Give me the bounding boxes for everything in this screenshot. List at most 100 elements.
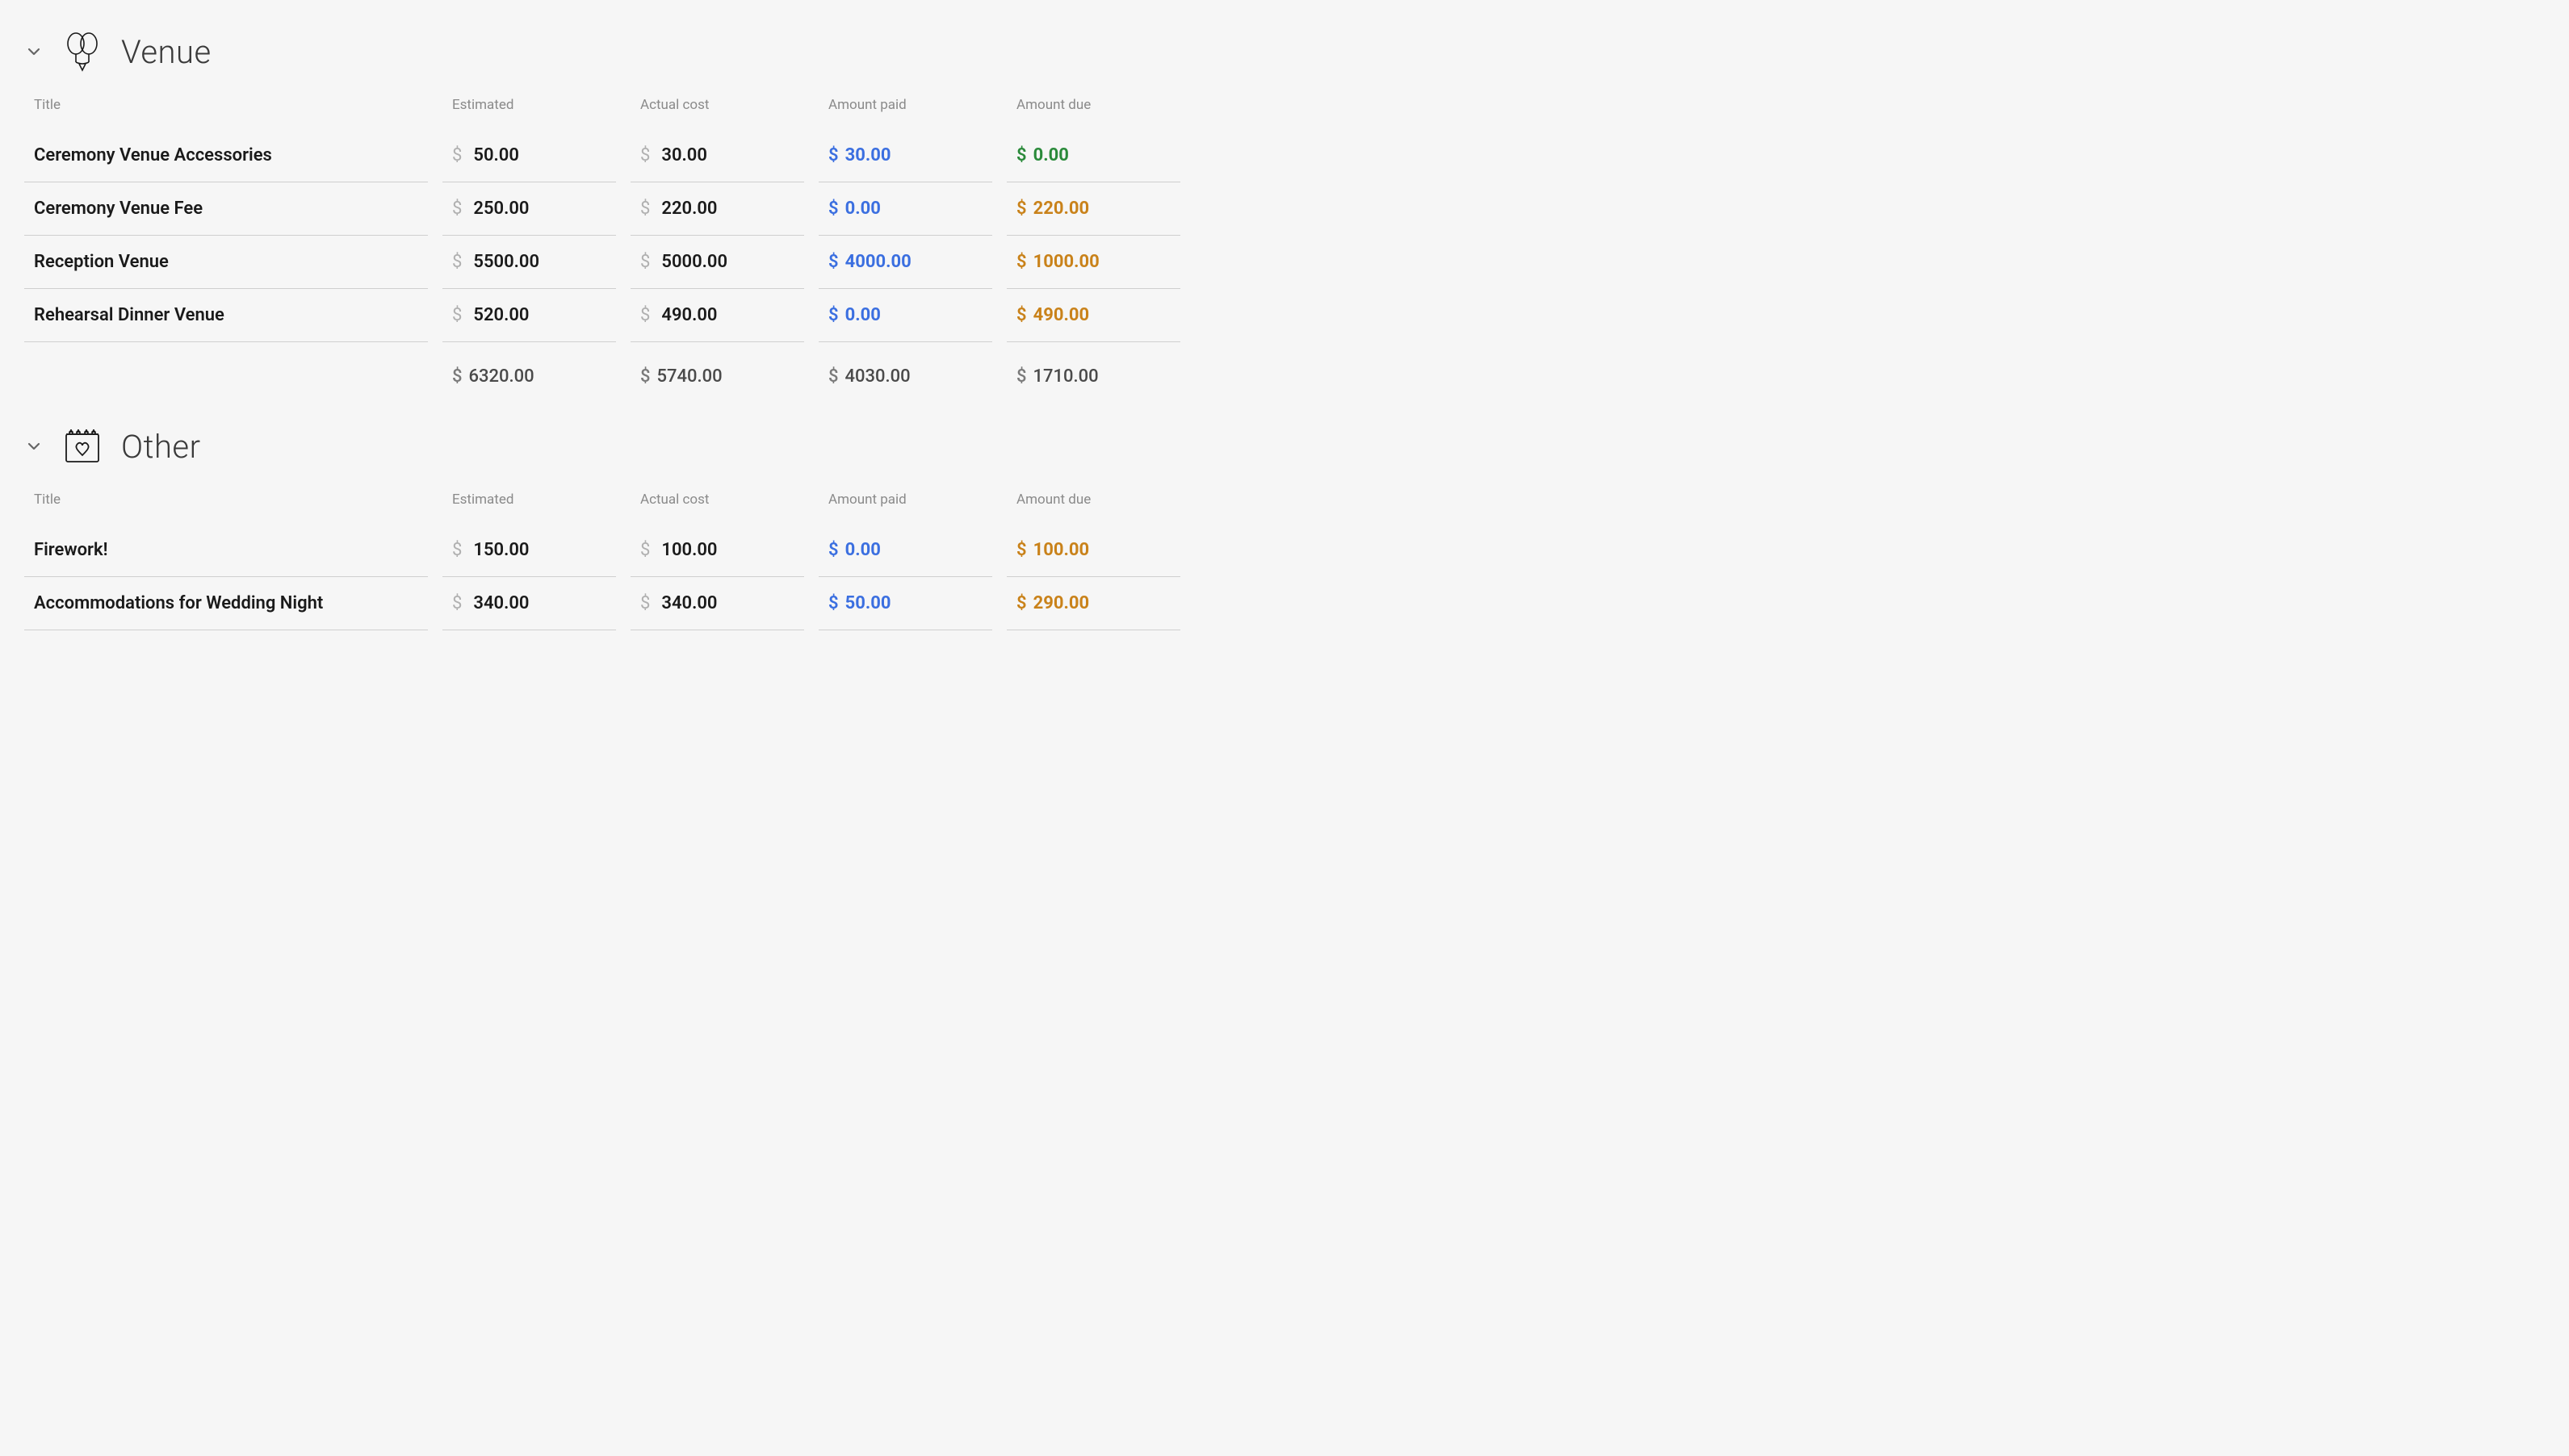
row-actual[interactable]: $30.00 <box>631 129 804 182</box>
actual-value: 30.00 <box>661 145 707 165</box>
column-header-estimated: Estimated <box>442 485 616 524</box>
row-title[interactable]: Ceremony Venue Accessories <box>24 129 428 182</box>
row-estimated[interactable]: $50.00 <box>442 129 616 182</box>
row-title[interactable]: Reception Venue <box>24 236 428 289</box>
budget-section: OtherTitleEstimatedActual costAmount pai… <box>16 427 2553 630</box>
paid-value: 0.00 <box>845 540 881 560</box>
row-paid: $30.00 <box>819 129 992 182</box>
paid-value: 0.00 <box>845 199 881 219</box>
row-estimated[interactable]: $520.00 <box>442 289 616 342</box>
row-due: $100.00 <box>1007 524 1180 577</box>
currency-symbol: $ <box>640 199 650 219</box>
currency-symbol: $ <box>452 540 462 560</box>
currency-symbol: $ <box>452 305 462 325</box>
budget-grid: TitleEstimatedActual costAmount paidAmou… <box>16 485 2553 630</box>
currency-symbol: $ <box>452 593 462 613</box>
paid-value: 50.00 <box>845 593 891 613</box>
row-due: $0.00 <box>1007 129 1180 182</box>
currency-symbol: $ <box>1016 540 1027 560</box>
totals-estimated: $6320.00 <box>442 342 616 395</box>
row-title[interactable]: Firework! <box>24 524 428 577</box>
currency-symbol: $ <box>1016 145 1027 165</box>
currency-symbol: $ <box>828 593 839 613</box>
currency-symbol: $ <box>640 305 650 325</box>
actual-value: 490.00 <box>661 305 717 325</box>
column-header-due: Amount due <box>1007 485 1180 524</box>
totals-actual: $5740.00 <box>631 342 804 395</box>
row-paid: $0.00 <box>819 289 992 342</box>
section-header: Other <box>16 427 2553 485</box>
actual-value: 5000.00 <box>661 252 727 272</box>
row-title[interactable]: Ceremony Venue Fee <box>24 182 428 236</box>
totals-value: 5740.00 <box>657 366 723 387</box>
row-paid: $50.00 <box>819 577 992 630</box>
currency-symbol: $ <box>828 305 839 325</box>
currency-symbol: $ <box>1016 366 1027 387</box>
row-title[interactable]: Rehearsal Dinner Venue <box>24 289 428 342</box>
row-estimated[interactable]: $5500.00 <box>442 236 616 289</box>
currency-symbol: $ <box>828 145 839 165</box>
currency-symbol: $ <box>640 366 651 387</box>
section-title: Other <box>121 428 201 466</box>
section-header: Venue <box>16 32 2553 90</box>
column-header-title: Title <box>24 485 428 524</box>
balloons-icon <box>63 32 102 71</box>
totals-value: 4030.00 <box>845 366 911 387</box>
estimated-value: 5500.00 <box>473 252 539 272</box>
currency-symbol: $ <box>828 366 839 387</box>
totals-value: 6320.00 <box>469 366 534 387</box>
row-paid: $4000.00 <box>819 236 992 289</box>
currency-symbol: $ <box>1016 305 1027 325</box>
row-estimated[interactable]: $250.00 <box>442 182 616 236</box>
due-value: 290.00 <box>1033 593 1090 613</box>
actual-value: 340.00 <box>661 593 717 613</box>
row-actual[interactable]: $340.00 <box>631 577 804 630</box>
currency-symbol: $ <box>1016 199 1027 219</box>
row-due: $290.00 <box>1007 577 1180 630</box>
estimated-value: 520.00 <box>473 305 529 325</box>
row-actual[interactable]: $100.00 <box>631 524 804 577</box>
currency-symbol: $ <box>640 252 650 272</box>
row-paid: $0.00 <box>819 524 992 577</box>
currency-symbol: $ <box>1016 252 1027 272</box>
totals-paid: $4030.00 <box>819 342 992 395</box>
estimated-value: 150.00 <box>473 540 529 560</box>
currency-symbol: $ <box>640 145 650 165</box>
paid-value: 30.00 <box>845 145 891 165</box>
due-value: 1000.00 <box>1033 252 1100 272</box>
row-due: $1000.00 <box>1007 236 1180 289</box>
due-value: 100.00 <box>1033 540 1090 560</box>
column-header-title: Title <box>24 90 428 129</box>
row-due: $490.00 <box>1007 289 1180 342</box>
estimated-value: 250.00 <box>473 199 529 219</box>
row-actual[interactable]: $490.00 <box>631 289 804 342</box>
column-header-estimated: Estimated <box>442 90 616 129</box>
column-header-due: Amount due <box>1007 90 1180 129</box>
chevron-down-icon[interactable] <box>24 42 44 61</box>
budget-section: VenueTitle Estimated Actual cost Amount pai… <box>16 32 2553 395</box>
actual-value: 100.00 <box>661 540 717 560</box>
row-title[interactable]: Accommodations for Wedding Night <box>24 577 428 630</box>
estimated-value: 340.00 <box>473 593 529 613</box>
row-actual[interactable]: $5000.00 <box>631 236 804 289</box>
actual-value: 220.00 <box>661 199 717 219</box>
paid-value: 0.00 <box>845 305 881 325</box>
currency-symbol: $ <box>452 145 462 165</box>
row-actual[interactable]: $220.00 <box>631 182 804 236</box>
row-estimated[interactable]: $340.00 <box>442 577 616 630</box>
currency-symbol: $ <box>452 252 462 272</box>
currency-symbol: $ <box>640 540 650 560</box>
column-header-paid: Amount paid <box>819 90 992 129</box>
chevron-down-icon[interactable] <box>24 437 44 456</box>
currency-symbol: $ <box>640 593 650 613</box>
column-header-paid: Amount paid <box>819 485 992 524</box>
totals-value: 1710.00 <box>1033 366 1099 387</box>
due-value: 0.00 <box>1033 145 1069 165</box>
currency-symbol: $ <box>452 366 463 387</box>
budget-sections-container: VenueTitleEstimatedActual costAmount pai… <box>16 32 2553 630</box>
column-header-actual: Actual cost <box>631 90 804 129</box>
due-value: 220.00 <box>1033 199 1090 219</box>
currency-symbol: $ <box>1016 593 1027 613</box>
row-paid: $0.00 <box>819 182 992 236</box>
row-estimated[interactable]: $150.00 <box>442 524 616 577</box>
